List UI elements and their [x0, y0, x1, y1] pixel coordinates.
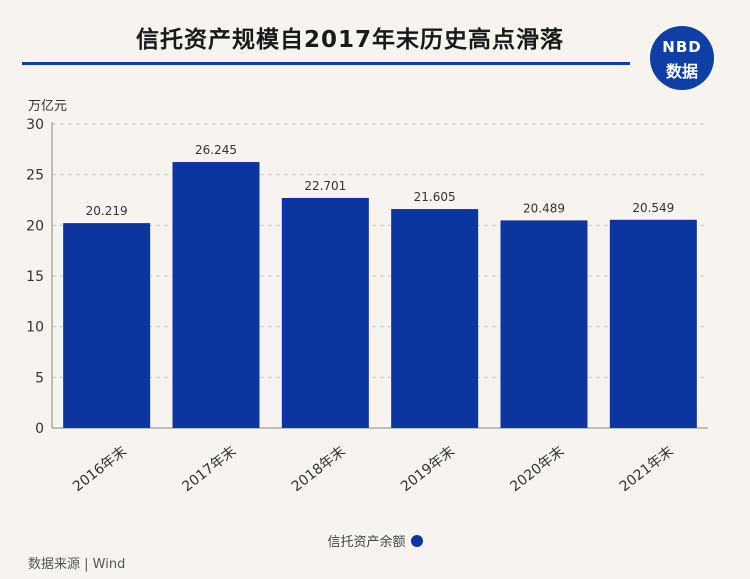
title-divider	[22, 62, 630, 65]
bar-value-label: 20.549	[632, 201, 674, 215]
chart-title: 信托资产规模自2017年末历史高点滑落	[135, 27, 564, 53]
logo-text-top: NBD	[662, 38, 702, 56]
logo-text-bottom: 数据	[665, 62, 698, 81]
bar-value-label: 20.219	[86, 204, 128, 218]
x-tick-label: 2019年末	[398, 443, 458, 495]
bar-value-label: 26.245	[195, 143, 237, 157]
x-tick-label: 2018年末	[289, 443, 349, 495]
legend-label: 信托资产余额	[327, 535, 406, 550]
x-tick-label: 2017年末	[179, 443, 239, 495]
y-axis-unit-label: 万亿元	[28, 99, 68, 114]
bar	[281, 197, 369, 428]
bar	[609, 219, 697, 428]
legend-marker	[410, 535, 423, 547]
bar	[391, 209, 479, 428]
y-tick-label: 20	[26, 218, 44, 234]
y-tick-label: 15	[26, 269, 44, 285]
bar-value-label: 20.489	[523, 201, 565, 215]
y-tick-label: 5	[35, 370, 44, 386]
bar	[500, 220, 588, 428]
y-tick-label: 25	[26, 168, 44, 184]
y-tick-label: 30	[26, 117, 44, 133]
x-tick-label: 2016年末	[70, 443, 130, 495]
bar-value-label: 22.701	[304, 179, 346, 193]
nbd-logo: NBD 数据	[650, 26, 714, 90]
x-tick-label: 2021年末	[617, 443, 677, 495]
bar	[172, 162, 260, 428]
bar	[63, 223, 151, 428]
data-source: 数据来源 | Wind	[28, 557, 126, 572]
y-tick-label: 0	[35, 421, 44, 437]
x-tick-label: 2020年末	[507, 443, 567, 495]
y-tick-label: 10	[26, 320, 44, 336]
bar-value-label: 21.605	[414, 190, 456, 204]
legend: 信托资产余额	[0, 531, 750, 550]
